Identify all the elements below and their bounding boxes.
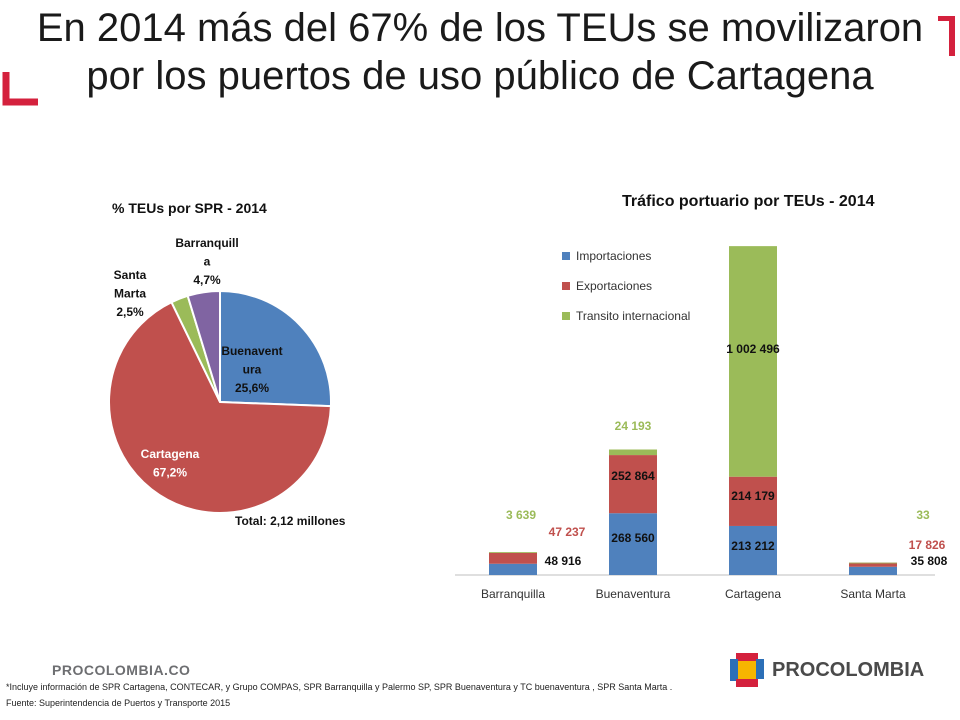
x-tick-label: Barranquilla [481,587,545,601]
data-label: 268 560 [611,531,655,545]
pie-chart: Buenavent ura 25,6% Cartagena 67,2% Santa Mart… [108,236,346,528]
corner-bracket-left [2,72,38,106]
data-label: 1 002 496 [726,342,780,356]
pie-label-santa-marta: Santa Marta 2,5% [114,268,147,319]
pie-chart-title: % TEUs por SPR - 2014 [112,200,267,216]
data-label: 17 826 [909,538,946,552]
data-label: 35 808 [911,554,948,568]
pie-slice-buenaventura [219,289,332,408]
bar-cartagena-exportaciones [729,476,777,526]
pie-label-buenaventura: Buenavent ura 25,6% [221,344,282,395]
x-tick-label: Buenaventura [596,587,671,601]
bar-buenaventura-transito-internacional [609,449,657,456]
legend-label: Importaciones [576,249,651,263]
bar-buenaventura-exportaciones [609,455,657,514]
bar-barranquilla-transito-internacional [489,552,537,553]
x-tick-label: Santa Marta [840,587,906,601]
legend-swatch [562,252,570,260]
data-label: 33 [916,508,930,522]
bar-cartagena-importaciones [729,525,777,575]
procolombia-logo-icon [730,653,764,687]
footnote: *Incluye información de SPR Cartagena, C… [6,682,673,692]
bar-chart: Barranquilla Buenaventura Cartagena Santa M… [455,246,948,601]
legend-swatch [562,282,570,290]
title-line-2: por los puertos de uso público de Cartag… [86,54,874,98]
pie-slice-barranquilla [186,289,221,403]
pie-slice-cartagena [108,300,332,514]
footer-url-logo: PROCOLOMBIA.CO [52,662,191,678]
x-tick-label: Cartagena [725,587,781,601]
bar-chart-title: Tráfico portuario por TEUs - 2014 [622,193,875,210]
pie-label-cartagena: Cartagena 67,2% [141,447,200,480]
data-label: 48 916 [545,554,582,568]
data-label: 214 179 [731,489,775,503]
pie-label-barranquilla: Barranquill a 4,7% [175,236,238,287]
source-note: Fuente: Superintendencia de Puertos y Tr… [6,698,231,708]
data-label: 47 237 [549,525,586,539]
data-label: 252 864 [611,469,655,483]
data-label: 24 193 [615,419,652,433]
page-title: En 2014 más del 67% de los TEUs se movil… [0,4,960,100]
bar-cartagena-transito-internacional [729,246,777,477]
brand-name: PROCOLOMBIA [772,658,925,681]
title-line-1: En 2014 más del 67% de los TEUs se movil… [36,6,924,50]
data-label: 213 212 [731,539,775,553]
corner-bracket-top-right [938,16,955,56]
pie-total-label: Total: 2,12 millones [235,514,346,528]
legend-label: Transito internacional [576,309,690,323]
data-label: 3 639 [506,508,536,522]
bar-buenaventura-importaciones [609,513,657,575]
legend-swatch [562,312,570,320]
legend-label: Exportaciones [576,279,652,293]
bar-barranquilla-importaciones [489,563,537,575]
procolombia-logo: PROCOLOMBIA [730,652,924,688]
bar-santa-marta-importaciones [849,566,897,575]
bar-barranquilla-exportaciones [489,552,537,564]
bar-santa-marta-transito-internacional [849,562,897,564]
bar-santa-marta-exportaciones [849,562,897,567]
